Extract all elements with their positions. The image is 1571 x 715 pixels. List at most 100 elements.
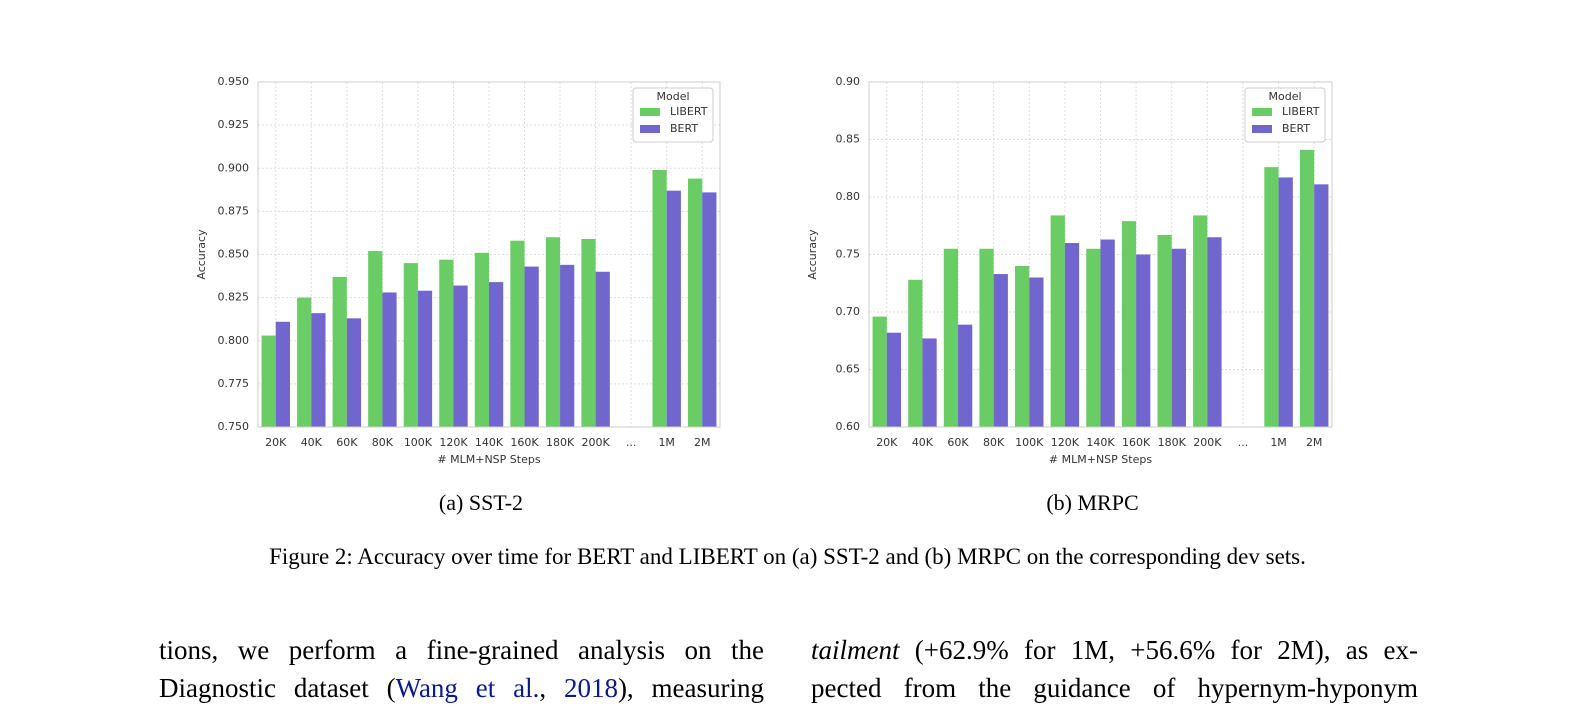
y-tick-label: 0.750 [218,420,250,433]
y-tick-label: 0.900 [218,161,250,174]
x-axis-label: # MLM+NSP Steps [1049,453,1152,466]
plot-frame [257,81,721,428]
citation-link[interactable]: Wang et al. [395,673,540,703]
bar [297,297,312,427]
bar [688,178,703,427]
legend-label: LIBERT [670,105,708,118]
text-span: , [539,673,564,703]
bar [1064,243,1080,427]
bar [652,169,667,427]
x-tick-label: 80K [983,436,1005,449]
bar [439,259,454,427]
x-tick-label: ... [1238,436,1249,449]
bar [1029,277,1044,427]
x-tick-label: 2M [694,436,711,449]
y-tick-label: 0.80 [836,190,861,203]
y-axis-label: Accuracy [806,229,819,280]
bar [666,190,681,427]
bar [1086,248,1101,427]
bar [311,313,326,427]
x-axis-label: # MLM+NSP Steps [437,453,540,466]
y-tick-label: 0.925 [218,118,250,131]
text-span: tions, we perform a fine-grained analysi… [159,635,764,665]
text-line: tions, we perform a fine-grained analysi… [159,634,764,666]
y-tick-label: 0.825 [218,291,250,304]
x-tick-label: 20K [265,436,287,449]
legend-label: LIBERT [1282,105,1320,118]
bar [1015,266,1030,427]
text-line: pected from the guidance of hypernym-hyp… [811,672,1418,704]
bar [545,237,561,427]
bar [1314,184,1329,427]
legend-label: BERT [1282,122,1310,135]
bar [368,251,383,427]
text-line: tailment (+62.9% for 1M, +56.6% for 2M),… [811,634,1418,666]
bar [1278,177,1293,427]
y-tick-label: 0.85 [836,133,861,146]
x-tick-label: 60K [947,436,969,449]
bar [958,324,973,427]
x-tick-label: 200K [582,436,611,449]
x-tick-label: 160K [510,436,539,449]
subcaption: (a) SST-2 [439,490,523,515]
bar [510,240,525,427]
y-tick-label: 0.75 [836,248,861,261]
bar [943,248,959,427]
legend-swatch [640,125,660,133]
bar [922,338,937,427]
legend-label: BERT [670,122,698,135]
bar [1157,234,1172,427]
text-span: tailment [811,635,900,665]
x-tick-label: 160K [1122,436,1151,449]
bar [872,316,887,427]
legend-title: Model [1268,90,1301,103]
subcaption: (b) MRPC [1046,490,1138,515]
bar [993,274,1008,427]
y-axis-label: Accuracy [195,229,208,280]
x-tick-label: 1M [1270,436,1287,449]
x-tick-label: 80K [372,436,394,449]
bar [1193,215,1208,427]
x-tick-label: ... [626,436,637,449]
x-tick-label: 20K [876,436,898,449]
y-tick-label: 0.850 [218,248,250,261]
bar [261,335,276,427]
legend-swatch [1252,125,1272,133]
bar [702,192,717,427]
bar [417,290,433,427]
y-tick-label: 0.65 [836,363,861,376]
x-tick-label: 2M [1306,436,1323,449]
citation-link[interactable]: 2018 [563,673,618,703]
y-tick-label: 0.90 [836,75,861,88]
bar [332,276,347,427]
bar [275,321,290,427]
x-tick-label: 180K [546,436,575,449]
bar [489,282,504,427]
figure: 0.750 0.775 0.800 0.825 0.850 0.875 0.900 0.925… [195,75,1333,515]
x-tick-label: 1M [658,436,675,449]
bar [346,318,362,427]
bar [908,279,923,427]
bar [474,252,489,427]
y-tick-label: 0.70 [836,305,861,318]
bar [581,238,596,427]
bar [979,248,994,427]
x-tick-label: 200K [1193,436,1222,449]
bar [560,264,575,427]
x-tick-label: 180K [1158,436,1187,449]
x-tick-label: 140K [1086,436,1115,449]
legend-title: Model [656,90,689,103]
bar [1207,237,1222,427]
text-span: (+62.9% for 1M, +56.6% for 2M), as ex- [899,635,1418,665]
legend-swatch [1252,108,1272,116]
x-tick-label: 100K [1015,436,1044,449]
bar [453,285,468,427]
bar [1299,149,1315,427]
x-tick-label: 60K [336,436,358,449]
text-line: Diagnostic dataset (Wang et al., 2018), … [159,672,764,704]
x-tick-label: 40K [912,436,934,449]
legend-swatch [640,108,660,116]
bar [1121,221,1137,427]
bar [1050,215,1065,427]
